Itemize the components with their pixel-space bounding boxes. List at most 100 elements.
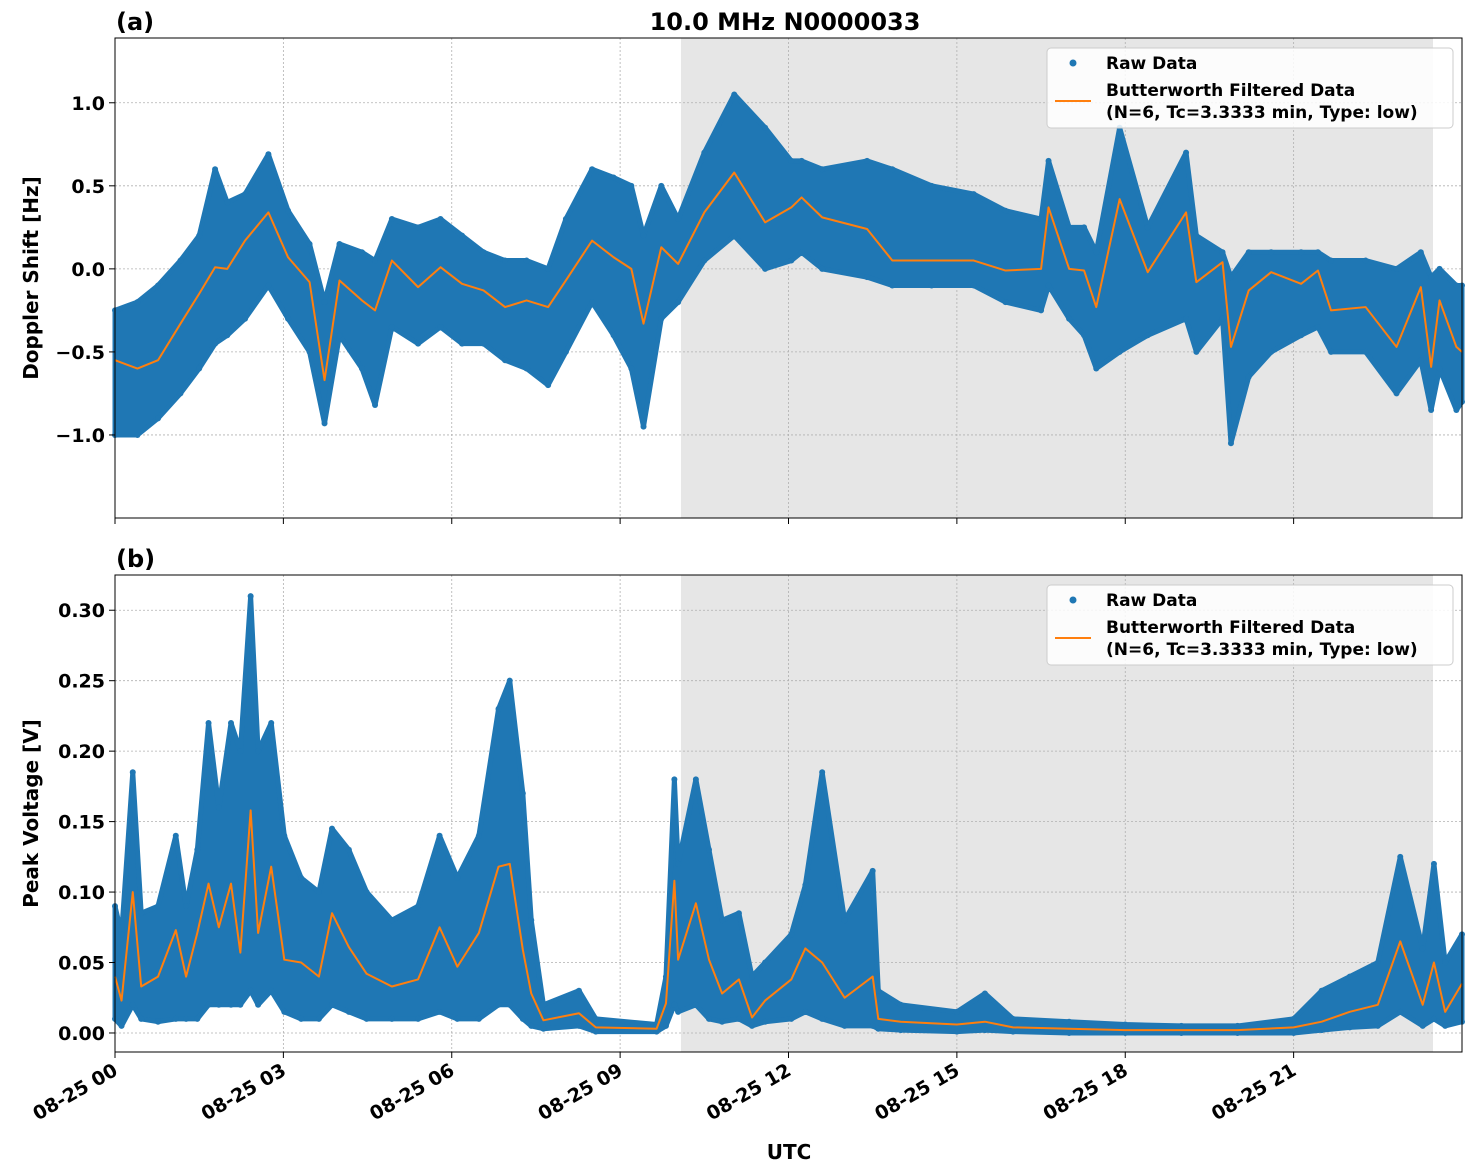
raw-data-point bbox=[1374, 959, 1381, 966]
filtered-data-line bbox=[114, 171, 1463, 382]
raw-data-point bbox=[1346, 1024, 1353, 1031]
raw-data-point bbox=[1362, 257, 1369, 264]
raw-data-point bbox=[1002, 299, 1009, 306]
raw-data-point bbox=[1245, 249, 1252, 256]
raw-data-point bbox=[519, 790, 526, 797]
raw-data-point bbox=[1066, 1029, 1073, 1036]
x-tick-label: 08-25 18 bbox=[1039, 1059, 1131, 1125]
raw-data-point bbox=[315, 889, 322, 896]
raw-data-point bbox=[1245, 373, 1252, 380]
y-tick-label: 0.15 bbox=[58, 812, 105, 834]
raw-data-point bbox=[1374, 1022, 1381, 1029]
raw-data-point bbox=[981, 1027, 988, 1034]
raw-data-point bbox=[268, 719, 275, 726]
raw-data-point bbox=[1219, 315, 1226, 322]
raw-data-point bbox=[1393, 265, 1400, 272]
y-tick-label: 0.30 bbox=[58, 600, 105, 622]
raw-data-point bbox=[869, 1022, 876, 1029]
raw-data-point bbox=[671, 776, 678, 783]
y-tick-label: −1.0 bbox=[55, 425, 105, 447]
raw-data-point bbox=[1428, 407, 1435, 414]
raw-data-point bbox=[454, 1015, 461, 1022]
raw-data-point bbox=[268, 987, 275, 994]
raw-data-point bbox=[1010, 1015, 1016, 1022]
raw-data-point bbox=[242, 191, 249, 198]
raw-data-point bbox=[212, 340, 219, 347]
raw-data-point bbox=[701, 257, 708, 264]
raw-data-point bbox=[1397, 1008, 1404, 1015]
legend-raw-marker bbox=[1069, 596, 1077, 604]
raw-data-point bbox=[719, 917, 726, 924]
raw-data-point bbox=[329, 1001, 336, 1008]
y-tick-label: 0.0 bbox=[71, 259, 105, 281]
raw-data-point bbox=[255, 748, 262, 755]
raw-data-point bbox=[1038, 307, 1045, 314]
raw-data-point bbox=[475, 832, 482, 839]
raw-data-point bbox=[1234, 1022, 1241, 1029]
raw-data-point bbox=[1346, 973, 1353, 980]
legend-filtered-label: Butterworth Filtered Data bbox=[1106, 618, 1355, 638]
y-tick-label: 0.00 bbox=[58, 1023, 105, 1045]
raw-data-point bbox=[134, 431, 141, 438]
raw-data-point bbox=[562, 216, 569, 223]
raw-data-point bbox=[1219, 249, 1226, 256]
legend-raw-marker bbox=[1069, 59, 1077, 67]
raw-data-point bbox=[1453, 407, 1460, 414]
raw-data-point bbox=[928, 282, 935, 289]
raw-data-point bbox=[802, 1008, 809, 1015]
raw-data-point bbox=[864, 274, 871, 281]
raw-data-point bbox=[336, 240, 343, 247]
raw-data-point bbox=[528, 917, 535, 924]
figure-title: 10.0 MHz N0000033 bbox=[650, 8, 921, 36]
raw-data-point bbox=[281, 1008, 288, 1015]
raw-data-point bbox=[437, 323, 444, 330]
raw-data-point bbox=[506, 1001, 513, 1008]
raw-data-point bbox=[1442, 959, 1449, 966]
raw-data-point bbox=[1122, 1029, 1129, 1036]
raw-data-point bbox=[675, 216, 682, 223]
raw-data-point bbox=[1328, 257, 1335, 264]
raw-data-point bbox=[869, 867, 876, 874]
raw-data-point bbox=[592, 1015, 599, 1022]
raw-data-point bbox=[675, 299, 682, 306]
raw-data-point bbox=[762, 124, 769, 131]
raw-data-point bbox=[1453, 282, 1460, 289]
raw-data-point bbox=[692, 776, 699, 783]
raw-data-point bbox=[480, 340, 487, 347]
x-tick-label: 08-25 15 bbox=[871, 1059, 963, 1125]
raw-data-point bbox=[528, 1022, 535, 1029]
raw-data-point bbox=[640, 423, 647, 430]
raw-data-point bbox=[321, 299, 328, 306]
raw-data-point bbox=[1227, 274, 1234, 281]
raw-data-point bbox=[749, 973, 756, 980]
x-tick-label: 08-25 06 bbox=[366, 1059, 458, 1125]
legend-box bbox=[1046, 47, 1454, 129]
raw-data-point bbox=[315, 1015, 322, 1022]
raw-data-point bbox=[155, 415, 162, 422]
raw-data-point bbox=[134, 299, 141, 306]
raw-data-point bbox=[1417, 357, 1424, 364]
raw-data-point bbox=[437, 216, 444, 223]
raw-data-point bbox=[1178, 1022, 1185, 1029]
raw-data-point bbox=[358, 249, 365, 256]
raw-data-point bbox=[502, 357, 509, 364]
raw-data-point bbox=[1234, 1029, 1241, 1036]
raw-data-point bbox=[205, 1001, 212, 1008]
raw-data-point bbox=[1268, 249, 1275, 256]
raw-data-point bbox=[1002, 207, 1009, 214]
raw-data-point bbox=[183, 903, 190, 910]
y-axis-label: Doppler Shift [Hz] bbox=[19, 176, 43, 380]
legend-raw-label: Raw Data bbox=[1106, 591, 1197, 611]
raw-data-point bbox=[953, 1028, 960, 1035]
raw-data-point bbox=[589, 299, 596, 306]
raw-data-point bbox=[628, 365, 635, 372]
raw-data-point bbox=[575, 1022, 582, 1029]
raw-data-point bbox=[889, 166, 896, 173]
raw-data-point bbox=[1328, 348, 1335, 355]
raw-data-point bbox=[640, 232, 647, 239]
raw-data-point bbox=[819, 1015, 826, 1022]
raw-data-point bbox=[1318, 1027, 1325, 1034]
raw-data-point bbox=[306, 348, 313, 355]
raw-data-point bbox=[415, 224, 422, 231]
raw-data-point bbox=[875, 987, 882, 994]
